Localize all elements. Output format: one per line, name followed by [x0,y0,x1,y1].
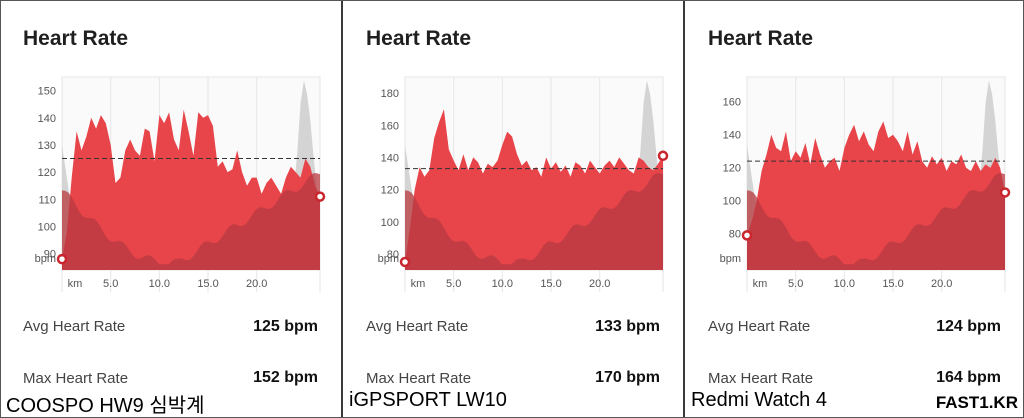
y-tick-label: 140 [381,152,399,164]
panel-redmi: Heart Rate 80 100 120 140 160 bpm 5.0 10.0 15.0 2… [685,0,1024,418]
avg-heart-rate-value: 133 bpm [595,318,660,335]
y-tick-label: 140 [38,113,56,125]
y-tick-label: 130 [38,140,56,152]
x-tick-label: 10.0 [834,278,855,290]
heart-rate-chart: 90 100 110 120 130 140 150 bpm 5.0 10.0 15.0 20.0 km [35,76,326,292]
device-caption: iGPSPORT LW10 [347,389,511,412]
end-marker [314,191,326,202]
start-marker [399,256,411,268]
chart-title: Heart Rate [366,27,472,50]
y-tick-label: 100 [723,196,741,208]
y-tick-label: 140 [723,130,741,142]
y-tick-label: 100 [38,222,56,234]
x-tick-label: 20.0 [589,278,610,290]
x-tick-label: 15.0 [540,278,561,290]
x-unit-label: km [753,278,768,290]
y-tick-label: 150 [38,86,56,98]
max-heart-rate-value: 164 bpm [936,369,1001,386]
x-unit-label: km [68,278,83,290]
elevation-area [62,173,320,270]
y-unit-label: bpm [35,253,56,265]
y-tick-label: 120 [38,167,56,179]
y-tick-label: 100 [381,217,399,229]
panel-divider [683,0,685,418]
x-unit-label: km [411,278,426,290]
avg-heart-rate-label: Avg Heart Rate [366,318,469,335]
x-tick-label: 10.0 [492,278,513,290]
chart-title: Heart Rate [708,27,814,50]
watermark: FAST1.KR [935,393,1018,412]
y-tick-label: 160 [381,120,399,132]
x-tick-label: 10.0 [149,278,170,290]
y-unit-label: bpm [720,253,741,265]
y-tick-label: 120 [381,185,399,197]
x-tick-label: 20.0 [246,278,267,290]
chart-title: Heart Rate [23,27,129,50]
y-tick-label: 120 [723,163,741,175]
avg-heart-rate-label: Avg Heart Rate [708,318,811,335]
elevation-area [405,173,663,270]
y-tick-label: 80 [729,229,741,241]
max-heart-rate-label: Max Heart Rate [23,370,129,387]
x-tick-label: 5.0 [788,278,803,290]
x-tick-label: 15.0 [882,278,903,290]
x-tick-label: 5.0 [446,278,461,290]
end-marker [657,150,669,162]
start-marker [56,253,68,265]
y-tick-label: 160 [723,97,741,109]
x-tick-label: 15.0 [197,278,218,290]
start-marker [741,230,753,241]
y-tick-label: 110 [38,194,56,206]
x-tick-label: 20.0 [931,278,952,290]
heart-rate-chart: 80 100 120 140 160 bpm 5.0 10.0 15.0 20.0 km [720,76,1011,292]
x-tick-label: 5.0 [103,278,118,290]
y-unit-label: bpm [378,253,399,265]
max-heart-rate-label: Max Heart Rate [366,370,472,387]
y-tick-label: 90 [44,249,56,261]
device-caption: Redmi Watch 4 [689,389,831,412]
avg-heart-rate-value: 124 bpm [936,318,1001,335]
device-caption: COOSPO HW9 심박계 [4,389,209,418]
elevation-area [747,173,1005,270]
max-heart-rate-value: 152 bpm [253,369,318,386]
max-heart-rate-label: Max Heart Rate [708,370,814,387]
y-tick-label: 180 [381,88,399,100]
panel-coospo: Heart Rate 90 100 110 120 130 140 150 bpm 5.0 10.… [0,0,341,418]
avg-heart-rate-label: Avg Heart Rate [23,318,126,335]
max-heart-rate-value: 170 bpm [595,369,660,386]
panel-igpsport: Heart Rate 80 100 120 140 160 180 bpm 5.0 10.0 15… [343,0,683,418]
panel-divider [341,0,343,418]
heart-rate-chart: 80 100 120 140 160 180 bpm 5.0 10.0 15.0 20.0 km [378,76,669,292]
end-marker [999,187,1011,198]
avg-heart-rate-value: 125 bpm [253,318,318,335]
y-tick-label: 80 [387,249,399,261]
